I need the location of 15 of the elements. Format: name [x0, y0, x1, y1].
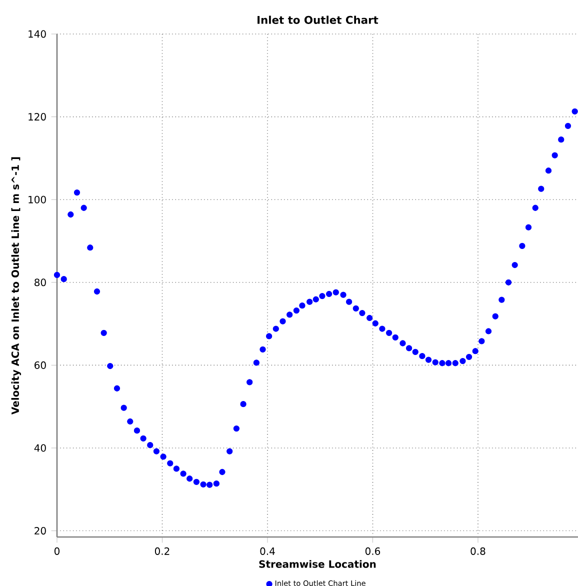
- x-axis-title: Streamwise Location: [259, 560, 376, 568]
- y-tick-label: 80: [34, 278, 46, 286]
- y-tick-label: 40: [34, 444, 46, 452]
- x-tick-label: 0.6: [365, 547, 380, 555]
- y-tick-label: 60: [34, 361, 46, 369]
- chart-title: Inlet to Outlet Chart: [258, 16, 378, 24]
- x-tick-label: 0.2: [154, 547, 170, 555]
- x-tick-label: 0.8: [470, 547, 486, 555]
- y-tick-label: 140: [28, 30, 46, 38]
- x-tick-label: 0: [54, 547, 60, 555]
- y-tick-label: 20: [34, 527, 46, 535]
- y-axis-title: Velocity ACA on Inlet to Outlet Line [ m s^-1 ]: [11, 157, 22, 415]
- x-tick-label: 0.4: [260, 547, 275, 555]
- y-tick-label: 100: [28, 196, 46, 204]
- y-tick-label: 120: [28, 113, 46, 121]
